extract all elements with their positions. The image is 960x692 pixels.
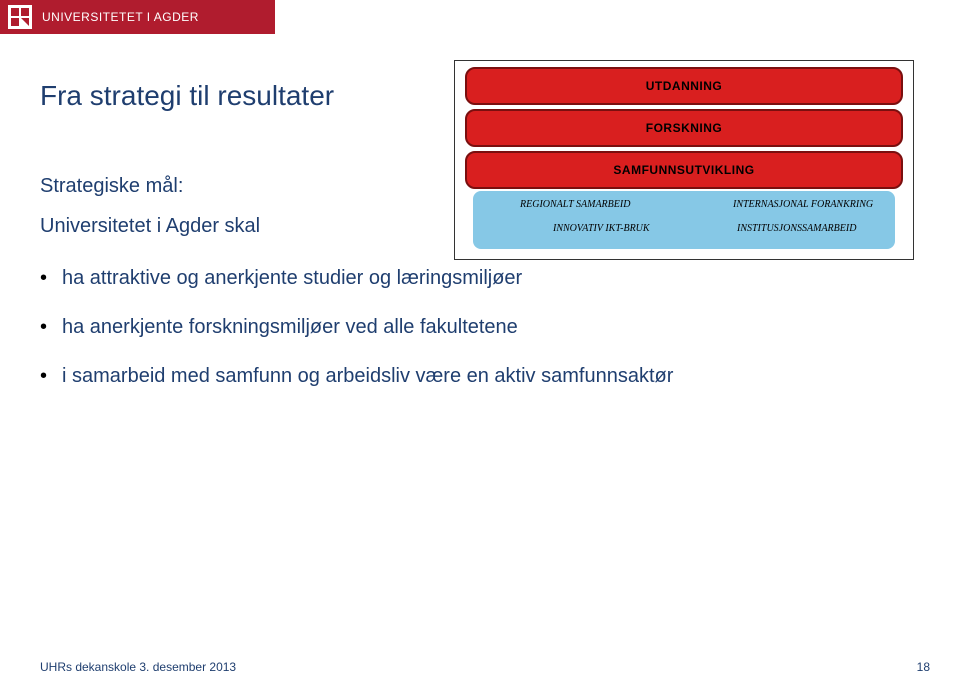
subtitle: Strategiske mål: [40,175,183,198]
footer-text: UHRs dekanskole 3. desember 2013 [40,660,236,674]
diagram-bottom-label: INTERNASJONAL FORANKRING [733,199,873,210]
diagram-bottom-label: INNOVATIV IKT-BRUK [553,223,650,234]
diagram-band-label: SAMFUNNSUTVIKLING [613,163,754,177]
bullet-list: ha attraktive og anerkjente studier og l… [40,265,920,412]
strategy-diagram: REGIONALT SAMARBEID INTERNASJONAL FORANKR… [454,60,914,260]
bullet-item: ha anerkjente forskningsmiljøer ved alle… [40,314,920,341]
diagram-red-band: UTDANNING [465,67,903,105]
diagram-bottom-label: REGIONALT SAMARBEID [520,199,630,210]
diagram-band-label: UTDANNING [646,79,723,93]
diagram-band-label: FORSKNING [646,121,723,135]
diagram-red-band: FORSKNING [465,109,903,147]
header-bar: UNIVERSITETET I AGDER [0,0,275,34]
bullet-item: ha attraktive og anerkjente studier og l… [40,265,920,292]
university-logo [8,5,32,29]
page-number: 18 [917,660,930,674]
page-title: Fra strategi til resultater [40,80,334,112]
diagram-red-band: SAMFUNNSUTVIKLING [465,151,903,189]
subline: Universitetet i Agder skal [40,215,260,238]
diagram-bottom-label: INSTITUSJONSSAMARBEID [737,223,856,234]
bullet-item: i samarbeid med samfunn og arbeidsliv væ… [40,363,920,390]
university-name: UNIVERSITETET I AGDER [42,10,199,24]
